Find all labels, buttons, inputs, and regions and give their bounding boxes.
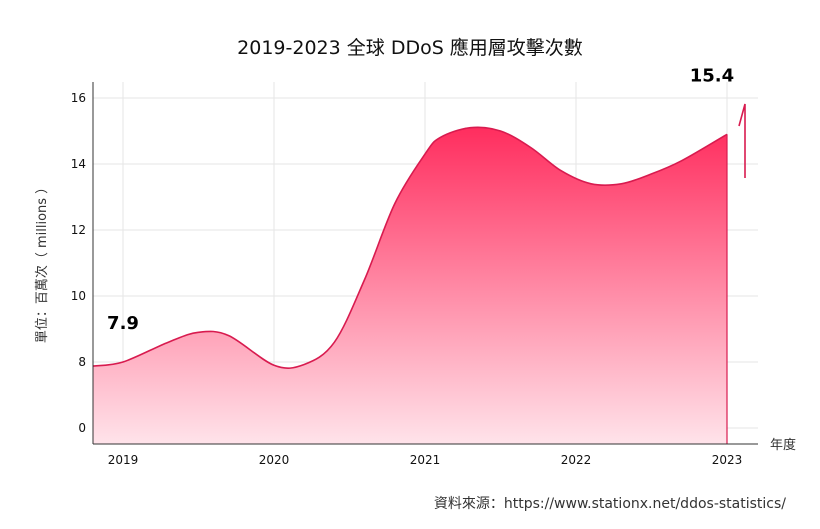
annotations: 7.9 15.4 (107, 66, 734, 335)
x-tick-label: 2023 (712, 453, 743, 467)
data-annotation: 15.4 (690, 66, 734, 87)
x-axis-title: 年度 (770, 437, 796, 453)
x-tick-label: 2022 (561, 453, 592, 467)
y-tick-label: 12 (71, 223, 86, 237)
y-tick-label: 14 (71, 157, 86, 171)
y-tick-label: 8 (78, 355, 86, 369)
x-tick-labels: 2019 2020 2021 2022 2023 (108, 453, 743, 467)
trend-tick-mark (738, 103, 746, 178)
data-annotation: 7.9 (107, 313, 139, 334)
area-series (92, 126, 728, 444)
chart-title: 2019-2023 全球 DDoS 應用層攻擊次數 (237, 36, 583, 59)
area-fill (92, 127, 728, 444)
x-tick-label: 2020 (259, 453, 290, 467)
source-note: 資料來源：https://www.stationx.net/ddos-stati… (434, 496, 786, 512)
y-tick-label: 10 (71, 289, 86, 303)
y-tick-labels: 0 8 10 12 14 16 (71, 91, 86, 435)
x-tick-label: 2021 (410, 453, 441, 467)
y-tick-label: 0 (78, 421, 86, 435)
x-tick-label: 2019 (108, 453, 139, 467)
series-line (92, 126, 728, 369)
y-axis-title: 單位：百萬次（ millions ） (34, 181, 50, 343)
y-tick-label: 16 (71, 91, 86, 105)
